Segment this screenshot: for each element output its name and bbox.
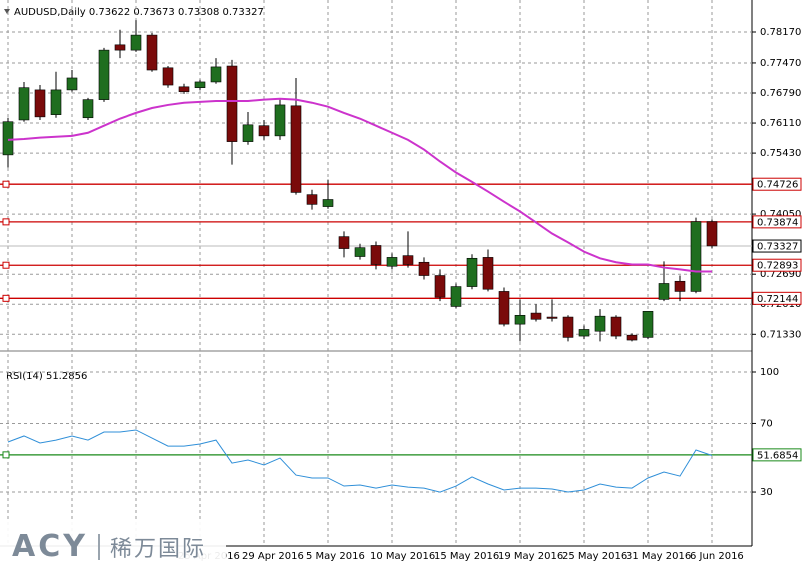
candle-body [34, 89, 46, 118]
level-label: 0.72893 [757, 261, 798, 272]
candle-body [242, 124, 254, 142]
y-tick-label: 0.72690 [760, 269, 801, 280]
logo: ACY 稀万国际 [0, 522, 226, 571]
y-tick-label: 0.74050 [760, 209, 801, 220]
x-tick-label: 15 May 2016 [434, 551, 499, 562]
candle-body [642, 311, 654, 338]
candle-body [594, 315, 606, 332]
candle-body [50, 89, 62, 115]
candle-body [450, 286, 462, 307]
chart-title: AUDUSD,Daily 0.73622 0.73673 0.73308 0.7… [14, 7, 264, 18]
y-tick-label: 0.76110 [760, 118, 801, 129]
candle-body [66, 77, 78, 91]
candle-body [562, 316, 574, 338]
last-price-label: 0.73327 [757, 242, 798, 253]
candle-body [466, 257, 478, 287]
x-tick-label: 25 May 2016 [562, 551, 627, 562]
candle-body [162, 67, 174, 86]
last-price-box [752, 239, 802, 253]
logo-separator [97, 533, 100, 560]
candle-body [578, 329, 590, 337]
candle-body [658, 283, 670, 300]
y-tick-label: 0.76790 [760, 88, 801, 99]
x-tick-label: 29 Apr 2016 [242, 551, 304, 562]
candle-body [514, 314, 526, 325]
level-label: 0.73874 [757, 217, 798, 228]
candle-body [258, 125, 270, 137]
x-tick-label: 10 May 2016 [370, 551, 435, 562]
level-label: 0.74726 [757, 180, 798, 191]
candle-body [402, 255, 414, 265]
candle-body [18, 87, 30, 121]
rsi-line [7, 429, 713, 493]
candle-body [322, 199, 334, 207]
candle-body [610, 316, 622, 337]
candle-body [434, 275, 446, 298]
candle-body [194, 81, 206, 88]
candle-body [290, 105, 302, 193]
candle-body [354, 247, 366, 257]
candle-body [498, 291, 510, 325]
level-box [752, 215, 802, 229]
candle-body [386, 257, 398, 267]
candle-body [674, 280, 686, 292]
candle-body [418, 261, 430, 276]
x-tick-label: 31 May 2016 [626, 551, 691, 562]
candle-body [82, 99, 94, 119]
level-box [752, 291, 802, 305]
x-tick-label: 6 Jun 2016 [690, 551, 744, 562]
y-tick-label: 100 [760, 367, 779, 378]
level-box [752, 177, 802, 191]
candle-body [546, 316, 558, 319]
level-marker [2, 218, 10, 226]
x-tick-label: 5 May 2016 [306, 551, 365, 562]
level-box [752, 448, 802, 462]
level-box [752, 258, 802, 272]
candle-body [530, 312, 542, 320]
candle-body [2, 121, 14, 156]
level-marker [2, 294, 10, 302]
candle-body [690, 221, 702, 292]
level-label: 51.6854 [757, 450, 798, 461]
x-tick-label: 19 May 2016 [498, 551, 563, 562]
candle-body [306, 194, 318, 205]
level-marker [2, 180, 10, 188]
y-tick-label: 0.77470 [760, 58, 801, 69]
candle-body [130, 34, 142, 51]
candle-body [146, 34, 158, 71]
logo-name: 稀万国际 [109, 536, 206, 562]
candle-body [338, 236, 350, 249]
logo-brand: ACY [12, 529, 88, 564]
moving-average [7, 97, 712, 273]
y-tick-label: 0.78170 [760, 27, 801, 38]
candle-body [210, 66, 222, 83]
rsi-title: RSI(14) 51.2856 [6, 371, 87, 382]
candle-body [178, 86, 190, 92]
y-tick-label: 70 [760, 418, 773, 429]
candle-body [482, 257, 494, 290]
y-tick-label: 30 [760, 487, 773, 498]
level-marker [2, 261, 10, 269]
candle-body [626, 334, 638, 341]
candle-body [98, 49, 110, 100]
y-tick-label: 0.71330 [760, 329, 801, 340]
candle-body [274, 104, 286, 137]
symbol-icon [4, 9, 10, 14]
level-marker [2, 451, 10, 459]
candle-body [226, 65, 238, 142]
level-label: 0.72144 [757, 294, 798, 305]
candle-body [706, 221, 718, 247]
y-tick-label: 0.75430 [760, 148, 801, 159]
candle-body [370, 245, 382, 265]
candle-body [114, 44, 126, 51]
